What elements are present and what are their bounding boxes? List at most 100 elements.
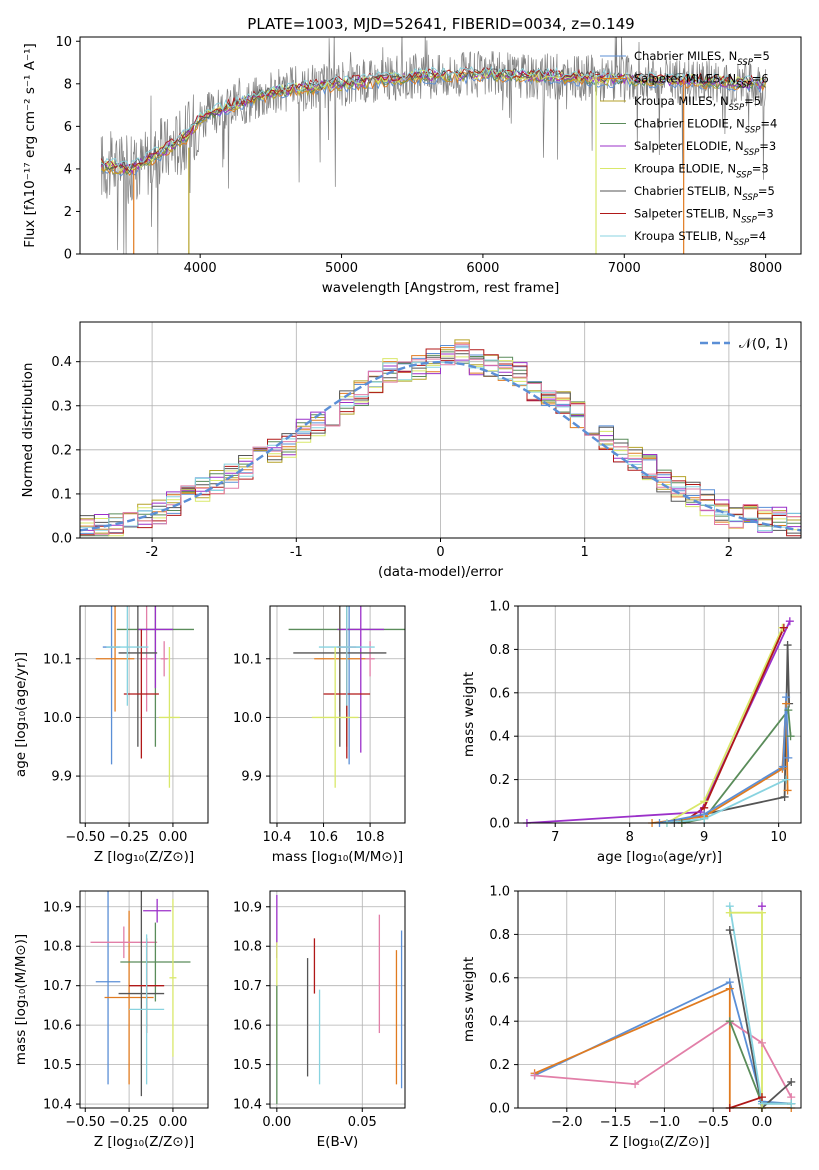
x-tick-label: 10.8: [356, 830, 385, 845]
y-tick-label: 0.4: [489, 730, 510, 745]
axes-frame: [517, 605, 802, 824]
weight-marker: [631, 1080, 640, 1089]
x-tick-label: 4000: [184, 261, 217, 276]
weight-marker: [785, 617, 794, 626]
weight-marker: [757, 1038, 766, 1047]
y-axis-label: mass weight: [461, 672, 477, 757]
histogram-step-line-7: [80, 348, 801, 537]
weight-marker: [757, 902, 766, 911]
x-axis-label: age [log₁₀(age/yr)]: [597, 849, 722, 865]
x-axis-label: (data-model)/error: [378, 564, 504, 580]
weight-line-4: [681, 707, 792, 823]
y-tick-label: 10.7: [43, 979, 72, 994]
legend-label: Kroupa STELIB, NSSP=4: [634, 229, 766, 248]
y-tick-label: 8: [64, 77, 72, 92]
weight-marker: [757, 1093, 766, 1102]
figure-title: PLATE=1003, MJD=52641, FIBERID=0034, z=0…: [247, 15, 634, 33]
x-tick-label: −0.25: [109, 830, 149, 845]
y-tick-label: 10: [55, 35, 72, 50]
plot-area: [526, 620, 792, 823]
x-tick-label: 0.00: [158, 1115, 187, 1130]
axes-frame: [79, 890, 209, 1109]
y-tick-label: 0.0: [489, 1102, 510, 1117]
y-tick-label: 10.5: [43, 1058, 72, 1073]
x-tick-label: −0.5: [697, 1115, 729, 1130]
weight-marker: [782, 693, 791, 702]
x-tick-label: 5000: [325, 261, 358, 276]
x-axis-label: Z [log₁₀(Z/Z⊙)]: [609, 1134, 709, 1150]
y-tick-label: 0.4: [51, 355, 72, 370]
x-tick-label: −1.0: [649, 1115, 681, 1130]
axes-frame: [269, 605, 406, 824]
x-tick-label: -2: [146, 545, 159, 560]
normal-curve-line: [80, 360, 801, 532]
weight-marker: [782, 775, 791, 784]
x-tick-label: 1: [581, 545, 589, 560]
legend-label: 𝒩(0, 1): [739, 336, 788, 352]
y-tick-label: 10.6: [233, 1019, 262, 1034]
plot-area: [80, 339, 801, 537]
x-tick-label: −0.50: [65, 830, 105, 845]
y-tick-label: 0.0: [489, 817, 510, 832]
y-tick-label: 9.9: [241, 770, 262, 785]
weight-marker: [725, 908, 734, 917]
plot-area: [534, 906, 792, 1108]
weight-line-5: [728, 906, 792, 1105]
weight-line-3: [674, 645, 790, 823]
y-tick-label: 10.0: [233, 711, 262, 726]
x-tick-label: 0.00: [158, 830, 187, 845]
y-tick-label: 1.0: [489, 885, 510, 900]
x-tick-label: 9: [700, 830, 708, 845]
y-tick-label: 0.2: [489, 773, 510, 788]
axes-frame: [269, 890, 406, 1109]
y-tick-label: 0.4: [489, 1015, 510, 1030]
weight-line-3: [728, 929, 792, 1108]
legend-label: Chabrier STELIB, NSSP=5: [634, 184, 775, 203]
y-tick-label: 10.8: [43, 940, 72, 955]
weight-marker: [779, 623, 788, 632]
x-tick-label: 2: [725, 545, 733, 560]
weight-marker: [784, 753, 793, 762]
y-axis-label: mass [log₁₀(M/M⊙)]: [13, 934, 29, 1065]
chart-mass_age: 10.4 10.6 10.8 9.9 10.0 10.1 mass [log₁₀(M/M⊙)…: [233, 605, 406, 865]
x-tick-label: −0.25: [109, 1115, 149, 1130]
weight-marker: [787, 1099, 796, 1108]
weight-marker: [784, 706, 793, 715]
weight-marker: [780, 792, 789, 801]
y-tick-label: 10.4: [43, 1098, 72, 1113]
y-tick-label: 6: [64, 120, 72, 135]
x-tick-label: -1: [290, 545, 303, 560]
y-tick-label: 0: [64, 248, 72, 263]
x-tick-label: −0.50: [65, 1115, 105, 1130]
legend-label: Salpeter STELIB, NSSP=3: [634, 207, 774, 226]
x-tick-label: 0.00: [262, 1115, 291, 1130]
plot-area: [276, 894, 403, 1105]
y-tick-label: 1.0: [489, 600, 510, 615]
observed-spectrum-line: [100, 37, 767, 254]
chart-ebv_mass: 0.00 0.05 10.4 10.5 10.6 10.7 10.8 10.9 E(B-V): [233, 890, 406, 1150]
y-tick-label: 10.5: [233, 1058, 262, 1073]
x-tick-label: 8000: [749, 261, 782, 276]
x-tick-label: 10.4: [263, 830, 292, 845]
y-tick-label: 10.1: [43, 652, 72, 667]
y-tick-label: 0.1: [51, 487, 72, 502]
weight-marker: [725, 984, 734, 993]
y-tick-label: 10.4: [233, 1098, 262, 1113]
weight-marker: [530, 1071, 539, 1080]
x-axis-label: wavelength [Angstrom, rest frame]: [322, 280, 560, 296]
x-tick-label: 7000: [608, 261, 641, 276]
x-axis-label: Z [log₁₀(Z/Z⊙)]: [94, 849, 194, 865]
axes-frame: [79, 605, 209, 824]
legend-label: Chabrier ELODIE, NSSP=4: [634, 117, 777, 136]
y-tick-label: 10.1: [233, 652, 262, 667]
y-tick-label: 0.3: [51, 399, 72, 414]
axes-frame: [517, 890, 802, 1109]
chart-z_weight: −2.0 −1.5 −1.0 −0.5 0.0 0.0 0.2 0.4 0.6 0.8 1.0 Z […: [461, 885, 802, 1150]
weight-marker: [787, 1077, 796, 1086]
x-tick-label: 10.6: [309, 830, 338, 845]
weight-marker: [783, 641, 792, 650]
x-axis-label: mass [log₁₀(M/M⊙)]: [272, 849, 403, 865]
y-tick-label: 10.9: [43, 900, 72, 915]
x-tick-label: 7: [551, 830, 559, 845]
